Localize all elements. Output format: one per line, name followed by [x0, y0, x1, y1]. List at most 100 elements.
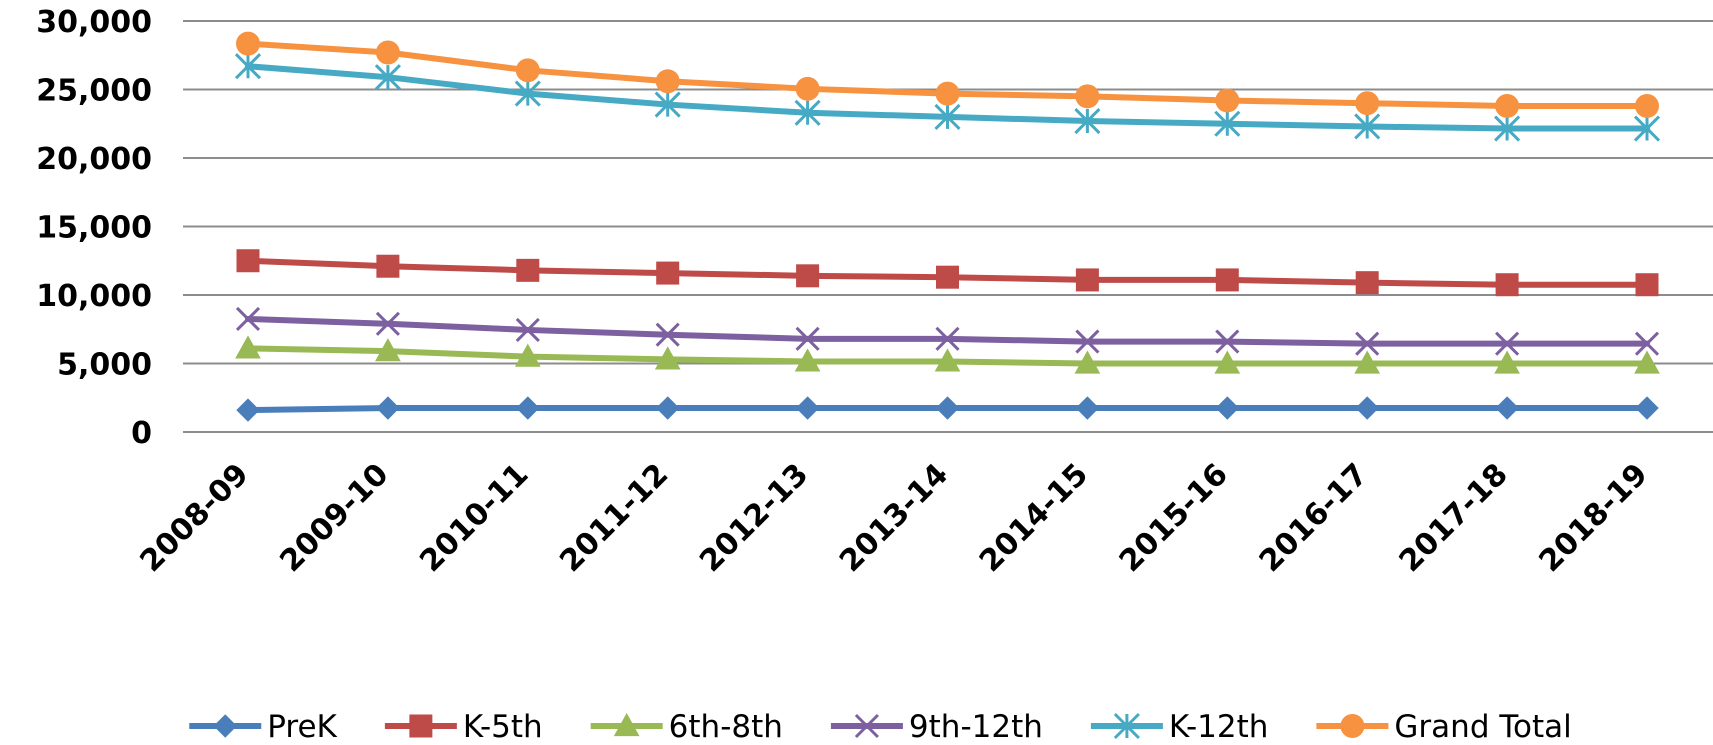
data-point	[1355, 91, 1380, 116]
legend-marker	[213, 714, 237, 738]
data-point	[235, 335, 261, 359]
data-point	[795, 396, 820, 420]
data-point	[514, 80, 541, 107]
x-tick-label: 2018-19	[1533, 457, 1655, 579]
series-prek	[236, 396, 1659, 422]
data-point	[1495, 93, 1520, 118]
data-point	[1074, 350, 1101, 374]
y-tick-label: 25,000	[36, 74, 152, 109]
y-tick-label: 10,000	[36, 279, 152, 314]
data-point	[514, 343, 541, 367]
data-point	[375, 338, 401, 362]
legend: PreK K-5th 6th-8th 9th-12th K-12th Grand Tota…	[189, 709, 1572, 745]
legend-item: 9th-12th	[830, 709, 1043, 745]
legend-label: Grand Total	[1394, 709, 1571, 745]
legend-marker	[409, 714, 433, 738]
data-point	[1074, 107, 1101, 135]
data-point	[236, 398, 260, 422]
data-point	[375, 40, 400, 65]
data-point	[1215, 396, 1240, 420]
data-point	[796, 264, 820, 288]
y-tick-label: 30,000	[36, 5, 152, 40]
legend-marker	[854, 713, 879, 739]
data-point	[656, 261, 680, 285]
series-lines	[234, 31, 1661, 422]
series-k-5th	[236, 249, 1659, 297]
data-point	[1355, 331, 1380, 356]
data-point	[1634, 350, 1660, 374]
data-point	[1355, 271, 1379, 295]
data-point	[236, 249, 260, 273]
data-point	[1214, 110, 1241, 137]
x-tick-label: 2017-18	[1393, 457, 1515, 579]
legend-item: Grand Total	[1316, 709, 1572, 745]
data-point	[934, 348, 961, 372]
data-point	[1215, 268, 1239, 292]
data-point	[1494, 115, 1521, 142]
data-point	[795, 326, 820, 351]
legend-item: K-5th	[384, 709, 543, 745]
data-point	[375, 311, 400, 336]
data-point	[374, 64, 401, 91]
data-point	[376, 396, 400, 420]
data-point	[1214, 350, 1241, 374]
data-point	[515, 317, 540, 342]
data-point	[795, 76, 820, 101]
data-point	[1075, 268, 1099, 292]
y-tick-label: 20,000	[36, 142, 152, 177]
data-point	[935, 396, 960, 420]
x-tick-label: 2016-17	[1253, 457, 1375, 579]
data-point	[1494, 350, 1520, 374]
data-point	[1075, 329, 1100, 354]
legend-marker	[1113, 712, 1140, 740]
data-point	[1075, 84, 1100, 109]
data-point	[655, 69, 680, 94]
legend-marker	[613, 712, 640, 737]
data-point	[655, 396, 680, 420]
data-point	[1215, 88, 1240, 113]
data-point	[1215, 329, 1240, 354]
data-point	[515, 58, 540, 83]
y-axis-tick-labels: 0 5,000 10,000 15,000 20,000 25,000 30,000	[36, 5, 152, 451]
data-point	[794, 348, 821, 372]
data-point	[235, 306, 261, 332]
data-point	[655, 322, 680, 347]
legend-item: K-12th	[1090, 709, 1268, 745]
data-point	[1355, 396, 1379, 420]
data-point	[936, 265, 959, 289]
x-tick-label: 2012-13	[693, 457, 815, 579]
data-point	[1075, 396, 1100, 420]
data-point	[234, 53, 262, 80]
series-9th-12th	[235, 306, 1660, 356]
legend-label: 9th-12th	[909, 709, 1043, 745]
y-tick-label: 0	[131, 416, 152, 451]
data-point	[1634, 331, 1660, 356]
legend-label: 6th-8th	[669, 709, 783, 745]
y-tick-label: 5,000	[57, 348, 152, 383]
data-point	[1495, 273, 1519, 297]
data-point	[935, 81, 960, 106]
x-tick-label: 2008-09	[134, 457, 256, 579]
data-point	[1495, 331, 1520, 356]
series-grand-total	[236, 31, 1659, 118]
data-point	[516, 396, 540, 420]
data-point	[376, 254, 400, 278]
data-point	[654, 91, 681, 118]
x-tick-label: 2011-12	[553, 457, 675, 579]
data-point	[516, 258, 540, 282]
legend-item: 6th-8th	[590, 709, 783, 745]
x-tick-label: 2015-16	[1113, 457, 1235, 579]
legend-item: PreK	[189, 709, 338, 745]
data-point	[1633, 115, 1661, 142]
data-point	[236, 31, 260, 56]
data-point	[1635, 93, 1659, 118]
data-point	[1354, 350, 1381, 374]
data-point	[935, 326, 960, 351]
data-point	[1635, 396, 1659, 420]
data-point	[1495, 396, 1519, 420]
series-6th-8th	[235, 335, 1660, 374]
x-tick-label: 2010-11	[413, 457, 535, 579]
data-point	[934, 103, 961, 130]
